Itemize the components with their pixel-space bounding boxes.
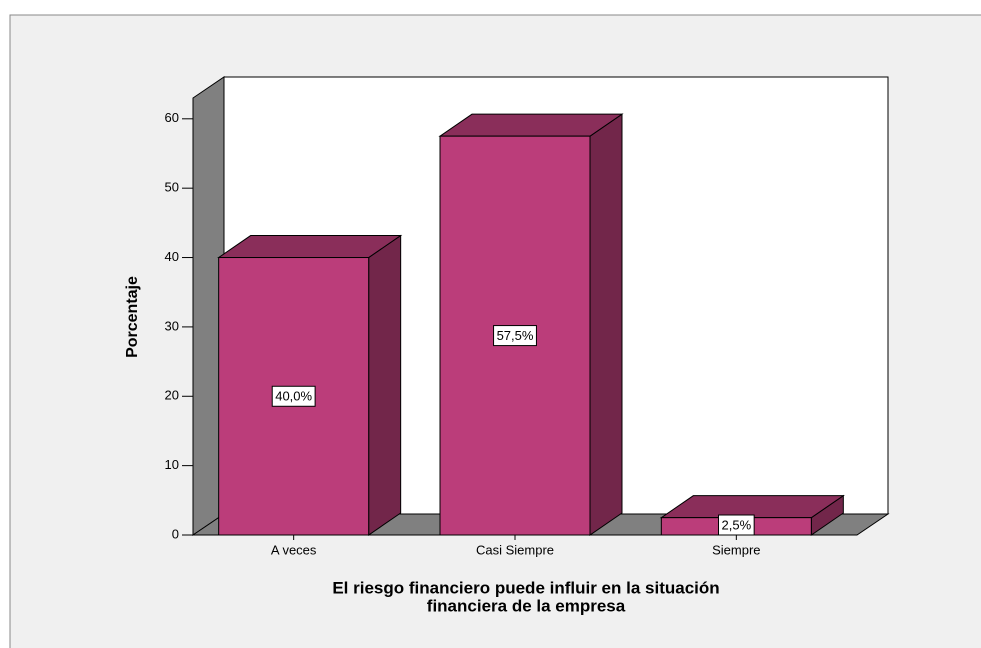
- value-label: 40,0%: [275, 389, 312, 404]
- x-tick-label: Casi Siempre: [476, 542, 554, 557]
- bar-top: [659, 495, 845, 519]
- value-label: 2,5%: [722, 517, 752, 532]
- value-label-box: [271, 385, 316, 407]
- y-axis-label: Porcentaje: [124, 276, 141, 358]
- x-tick-label: Siempre: [712, 542, 760, 557]
- y-tick-label: 40: [165, 249, 179, 264]
- value-label: 57,5%: [497, 328, 534, 343]
- bar-side: [368, 234, 402, 536]
- y-tick-label: 20: [165, 388, 179, 403]
- value-label-box: [718, 514, 755, 536]
- bar-top: [217, 235, 403, 259]
- y-tick-label: 60: [165, 110, 179, 125]
- value-label-box: [493, 325, 537, 347]
- y-tick-label: 0: [172, 526, 179, 541]
- x-axis-label: financiera de la empresa: [427, 596, 626, 615]
- x-axis-label: El riesgo financiero puede influir en la…: [332, 578, 719, 597]
- y-tick-label: 50: [165, 180, 179, 195]
- bar-side: [589, 113, 623, 536]
- x-tick-label: A veces: [271, 542, 317, 557]
- bar-top: [438, 113, 624, 137]
- y-tick-label: 30: [165, 318, 179, 333]
- y-tick-label: 10: [165, 457, 179, 472]
